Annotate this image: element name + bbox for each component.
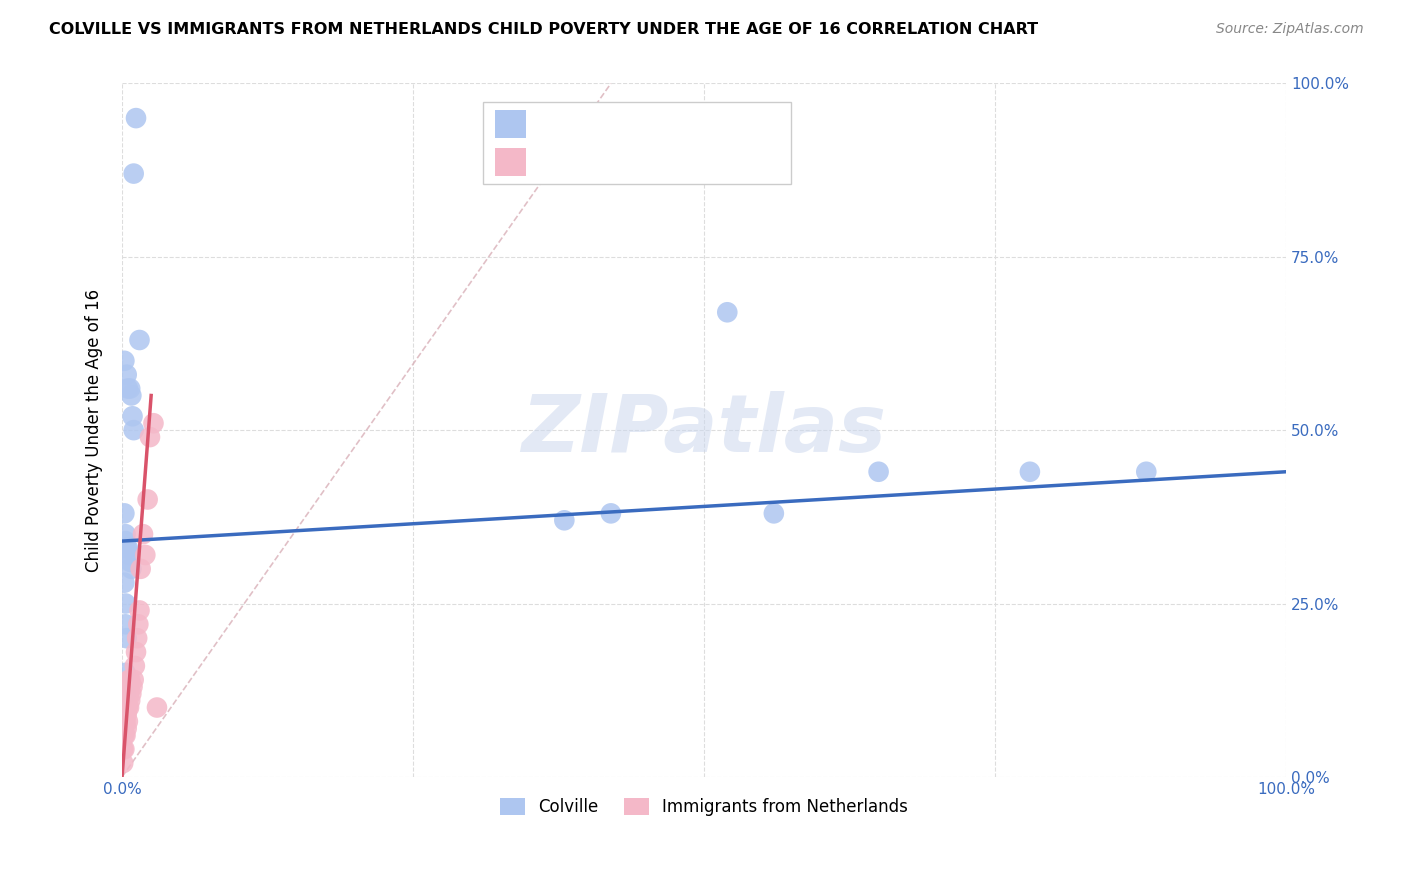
Point <box>112 353 135 368</box>
Text: Source: ZipAtlas.com: Source: ZipAtlas.com <box>1216 22 1364 37</box>
Point <box>114 527 136 541</box>
Point <box>117 714 139 729</box>
Point <box>117 680 139 694</box>
Point <box>716 305 738 319</box>
Point <box>115 707 138 722</box>
Point <box>112 728 135 742</box>
Point <box>118 673 141 687</box>
Point <box>121 409 143 424</box>
Point <box>139 430 162 444</box>
Point <box>128 333 150 347</box>
Point <box>117 541 139 555</box>
Point <box>117 700 139 714</box>
Point <box>114 687 136 701</box>
Point <box>112 742 135 756</box>
Point <box>112 742 135 756</box>
Point <box>120 693 142 707</box>
Point <box>112 507 135 521</box>
Point <box>127 617 149 632</box>
Legend: Colville, Immigrants from Netherlands: Colville, Immigrants from Netherlands <box>492 789 917 824</box>
Point <box>122 167 145 181</box>
Point <box>120 673 142 687</box>
Point <box>1019 465 1042 479</box>
Point <box>146 700 169 714</box>
Point <box>118 548 141 562</box>
Point <box>132 527 155 541</box>
Point <box>114 617 136 632</box>
Point <box>112 756 135 770</box>
Point <box>114 665 136 680</box>
Point <box>120 382 142 396</box>
Point <box>127 631 149 645</box>
Y-axis label: Child Poverty Under the Age of 16: Child Poverty Under the Age of 16 <box>86 289 103 572</box>
Point <box>134 548 156 562</box>
Point <box>120 388 142 402</box>
Point <box>115 631 138 645</box>
Point <box>868 465 890 479</box>
Point <box>120 562 142 576</box>
Point <box>115 722 138 736</box>
Point <box>124 659 146 673</box>
Point <box>125 645 148 659</box>
Text: ZIPatlas: ZIPatlas <box>522 392 887 469</box>
Point <box>115 368 138 382</box>
Point <box>142 416 165 430</box>
Point <box>762 507 785 521</box>
Point <box>114 597 136 611</box>
Point <box>115 541 138 555</box>
Point <box>122 673 145 687</box>
Point <box>120 687 142 701</box>
Point <box>128 603 150 617</box>
Point <box>117 382 139 396</box>
Point <box>599 507 621 521</box>
Point <box>136 492 159 507</box>
Point <box>129 562 152 576</box>
Point <box>118 687 141 701</box>
Point <box>1135 465 1157 479</box>
Point <box>114 728 136 742</box>
Point <box>120 555 142 569</box>
Point <box>114 700 136 714</box>
Text: COLVILLE VS IMMIGRANTS FROM NETHERLANDS CHILD POVERTY UNDER THE AGE OF 16 CORREL: COLVILLE VS IMMIGRANTS FROM NETHERLANDS … <box>49 22 1039 37</box>
Point <box>114 534 136 549</box>
Point <box>121 680 143 694</box>
Point <box>112 575 135 590</box>
Point <box>125 111 148 125</box>
Point <box>118 700 141 714</box>
Point <box>114 714 136 729</box>
Point <box>122 423 145 437</box>
Point <box>115 687 138 701</box>
Point <box>553 513 575 527</box>
